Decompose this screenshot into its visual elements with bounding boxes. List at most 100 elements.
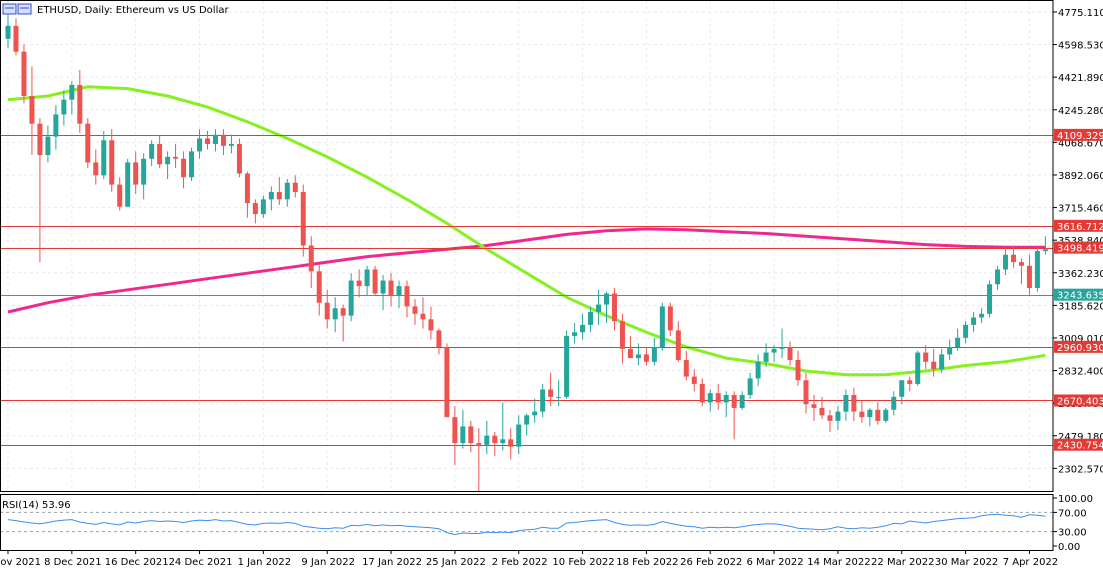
candle[interactable] <box>141 153 147 200</box>
candle[interactable] <box>276 177 282 205</box>
candle[interactable] <box>667 302 673 336</box>
candle[interactable] <box>899 380 905 405</box>
candle[interactable] <box>181 151 187 189</box>
candle[interactable] <box>316 263 322 316</box>
candle[interactable] <box>635 343 641 366</box>
candle[interactable] <box>484 420 490 455</box>
candle[interactable] <box>516 415 522 455</box>
candle[interactable] <box>1042 236 1048 255</box>
candle[interactable] <box>995 265 1001 290</box>
candle[interactable] <box>1003 247 1008 276</box>
candle[interactable] <box>37 118 43 263</box>
candle[interactable] <box>987 280 993 318</box>
candle[interactable] <box>891 391 897 416</box>
candle[interactable] <box>284 179 290 207</box>
candle[interactable] <box>476 428 482 491</box>
candle[interactable] <box>747 372 753 399</box>
candle[interactable] <box>931 348 937 377</box>
candle[interactable] <box>843 389 849 421</box>
candle[interactable] <box>596 289 602 325</box>
candle[interactable] <box>955 328 961 351</box>
candle[interactable] <box>21 44 27 104</box>
candle[interactable] <box>803 372 809 414</box>
candle[interactable] <box>643 347 649 366</box>
candle[interactable] <box>428 306 434 340</box>
candle[interactable] <box>45 125 51 163</box>
candle[interactable] <box>412 299 418 325</box>
candle[interactable] <box>867 407 873 427</box>
candle[interactable] <box>715 383 721 410</box>
candle[interactable] <box>332 297 338 333</box>
candle[interactable] <box>93 149 99 185</box>
candle[interactable] <box>101 131 107 180</box>
candle[interactable] <box>835 406 841 431</box>
candle[interactable] <box>1026 254 1032 296</box>
candle[interactable] <box>372 265 378 296</box>
candle[interactable] <box>699 378 705 407</box>
candle[interactable] <box>508 428 514 460</box>
candle[interactable] <box>268 186 274 211</box>
candle[interactable] <box>228 134 234 154</box>
candle[interactable] <box>380 275 386 311</box>
candle[interactable] <box>420 297 426 329</box>
candle[interactable] <box>244 171 250 218</box>
candle[interactable] <box>580 313 586 340</box>
candle[interactable] <box>979 308 985 324</box>
candle[interactable] <box>819 396 825 420</box>
candle[interactable] <box>236 138 242 178</box>
candle[interactable] <box>308 236 314 288</box>
candle[interactable] <box>588 306 594 333</box>
candle[interactable] <box>907 376 913 392</box>
candle[interactable] <box>795 350 801 386</box>
candle[interactable] <box>691 369 697 392</box>
candle[interactable] <box>492 431 498 456</box>
candle[interactable] <box>651 337 657 366</box>
candle[interactable] <box>53 105 59 150</box>
candle[interactable] <box>77 70 83 133</box>
candle[interactable] <box>436 328 442 355</box>
candle[interactable] <box>1018 258 1024 285</box>
candle[interactable] <box>205 131 210 150</box>
candle[interactable] <box>117 177 123 211</box>
candle[interactable] <box>675 321 681 362</box>
candle[interactable] <box>109 129 115 192</box>
candle[interactable] <box>851 387 857 421</box>
candle[interactable] <box>388 273 394 307</box>
candle[interactable] <box>125 158 131 207</box>
candle[interactable] <box>627 335 633 359</box>
candle[interactable] <box>13 18 19 56</box>
candle[interactable] <box>611 287 617 331</box>
candle[interactable] <box>260 195 266 218</box>
candle[interactable] <box>755 354 761 386</box>
candle[interactable] <box>29 66 35 156</box>
candle[interactable] <box>61 90 67 126</box>
candle[interactable] <box>364 265 370 296</box>
candle[interactable] <box>348 273 354 322</box>
candle[interactable] <box>396 280 402 309</box>
candle[interactable] <box>619 313 625 364</box>
candle[interactable] <box>500 402 506 451</box>
candle[interactable] <box>85 118 91 168</box>
candle[interactable] <box>659 302 665 351</box>
candle[interactable] <box>923 345 929 370</box>
candle[interactable] <box>460 409 466 449</box>
candle[interactable] <box>947 339 953 360</box>
candle[interactable] <box>731 391 737 440</box>
candle[interactable] <box>548 372 554 407</box>
candle[interactable] <box>340 304 346 342</box>
candle[interactable] <box>324 289 330 329</box>
candle[interactable] <box>787 341 793 366</box>
candle[interactable] <box>763 343 769 368</box>
candle[interactable] <box>468 420 474 453</box>
candle[interactable] <box>883 407 889 423</box>
candle[interactable] <box>292 175 298 198</box>
candle[interactable] <box>572 323 578 344</box>
candle[interactable] <box>452 406 458 466</box>
candle[interactable] <box>69 81 75 115</box>
candle[interactable] <box>739 391 745 410</box>
candle[interactable] <box>300 184 306 257</box>
candle[interactable] <box>133 151 139 194</box>
candle[interactable] <box>189 147 195 181</box>
candle[interactable] <box>149 140 155 167</box>
candle[interactable] <box>827 409 833 432</box>
